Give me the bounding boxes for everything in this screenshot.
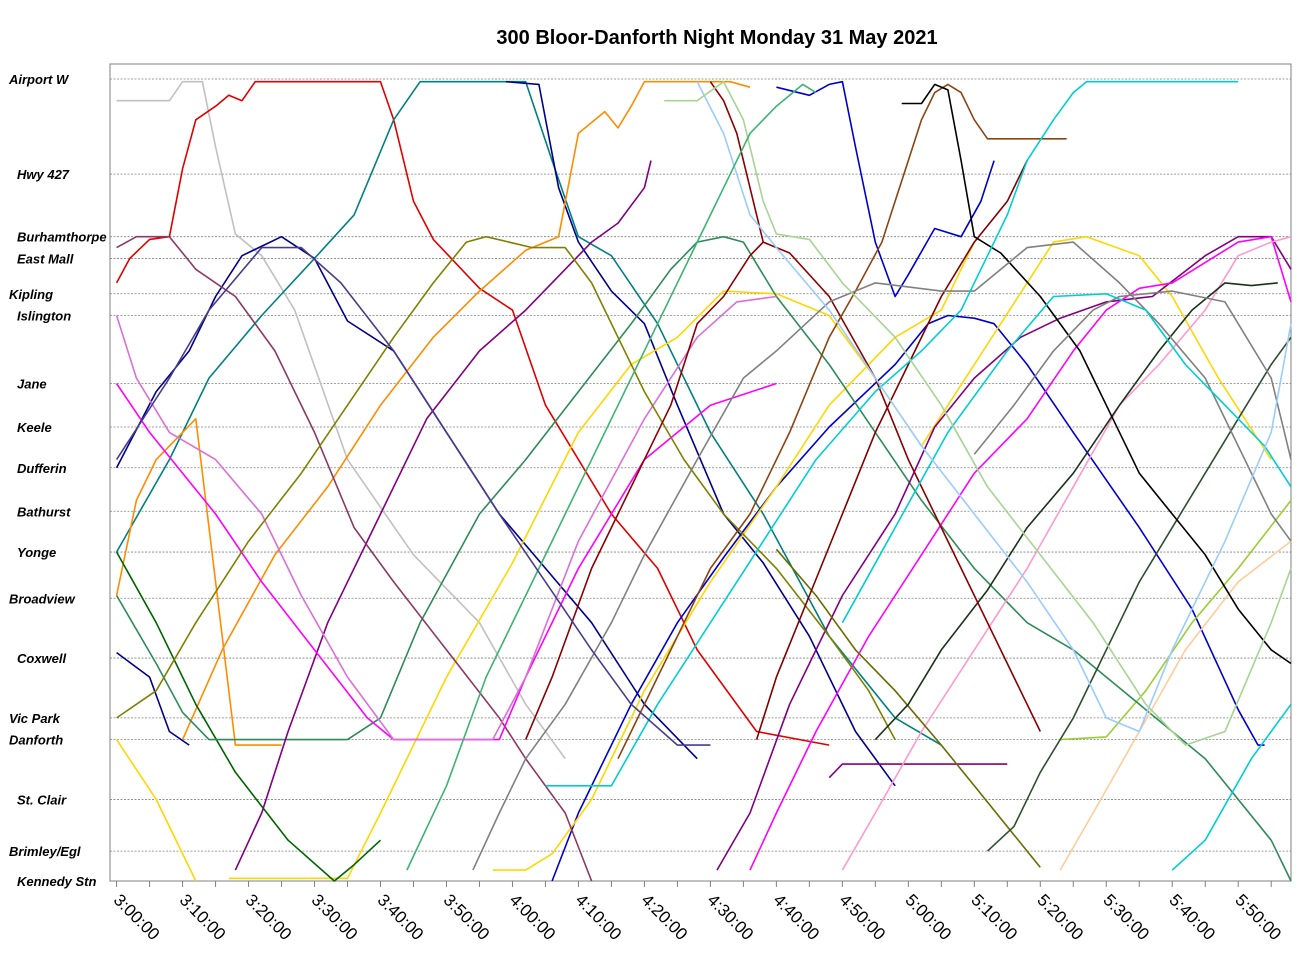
trip-line-34: [901, 83, 1292, 665]
stop-label-dufferin: Dufferin: [17, 461, 67, 476]
trip-line-32: [755, 160, 1028, 740]
x-tick-label: 5:20:00: [1033, 890, 1087, 944]
trip-line-4: [116, 651, 190, 746]
x-tick-label: 5:40:00: [1165, 890, 1219, 944]
trip-line-36: [973, 290, 1292, 460]
stop-label-bathurst: Bathurst: [17, 504, 71, 519]
x-tick-label: 5:50:00: [1231, 890, 1285, 944]
trip-line-41: [664, 80, 1292, 746]
trip-line-23: [115, 295, 777, 741]
trip-line-14: [1060, 499, 1292, 741]
trip-line-40: [696, 81, 1292, 733]
stop-label-coxwell: Coxwell: [17, 651, 67, 666]
stop-label-vic-park: Vic Park: [9, 711, 61, 726]
stop-labels: Airport W Hwy 427 Burhamthorpe East Mall Kip…: [8, 72, 107, 889]
trip-line-18: [716, 235, 1292, 871]
x-tick-label: 3:20:00: [242, 890, 296, 944]
time-ticks: 3:00:00 3:10:00 3:20:00 3:30:00 3:40:00 3:50:…: [110, 881, 1285, 944]
trip-line-31: [524, 241, 764, 740]
x-tick-label: 4:00:00: [506, 890, 560, 944]
stop-label-broadview: Broadview: [9, 591, 76, 606]
trip-line-9: [115, 417, 282, 746]
stop-label-brimley-egl: Brimley/Egl: [9, 844, 81, 859]
trip-line-12: [228, 235, 1272, 880]
trip-line-39: [1171, 703, 1292, 871]
stop-label-kipling: Kipling: [9, 287, 53, 302]
trip-line-25: [1059, 540, 1292, 871]
trip-line-2: [115, 80, 830, 746]
trip-line-21: [115, 382, 777, 741]
x-tick-label: 3:30:00: [308, 890, 362, 944]
trip-lines: [115, 80, 1292, 882]
stop-label-east-mall: East Mall: [17, 251, 74, 266]
x-tick-label: 4:40:00: [770, 890, 824, 944]
stop-label-kennedy-stn: Kennedy Stn: [17, 874, 97, 889]
trip-line-15: [115, 551, 382, 882]
trip-line-29: [874, 282, 1278, 741]
stop-label-burhamthorpe: Burhamthorpe: [17, 230, 107, 245]
trip-line-28: [986, 336, 1292, 852]
x-tick-label: 3:00:00: [110, 890, 164, 944]
trip-line-20: [116, 235, 593, 882]
stop-label-danforth: Danforth: [9, 733, 63, 748]
stop-label-jane: Jane: [17, 376, 47, 391]
x-tick-label: 4:50:00: [836, 890, 890, 944]
stop-label-yonge: Yonge: [17, 545, 56, 560]
stop-label-st-clair: St. Clair: [17, 792, 67, 807]
x-tick-label: 3:50:00: [440, 890, 494, 944]
trip-line-24: [841, 235, 1292, 871]
trip-line-16: [115, 235, 1292, 882]
x-tick-label: 5:10:00: [967, 890, 1021, 944]
trip-line-26: [116, 235, 896, 740]
stop-label-islington: Islington: [17, 309, 71, 324]
trip-line-10: [181, 80, 751, 740]
trip-line-11: [115, 739, 197, 882]
plot-area-border: [109, 63, 1292, 882]
trip-line-27: [775, 548, 1041, 868]
trip-line-19: [828, 763, 1008, 779]
trip-line-22: [749, 235, 1292, 871]
trip-line-35: [472, 241, 1292, 871]
trip-line-8: [776, 80, 995, 298]
trip-line-17: [234, 160, 652, 871]
trip-line-5: [505, 80, 896, 787]
trip-line-38: [841, 292, 1292, 624]
x-tick-label: 5:30:00: [1099, 890, 1153, 944]
trip-line-3: [115, 80, 942, 746]
x-tick-label: 4:20:00: [638, 890, 692, 944]
trip-line-33: [617, 83, 1067, 760]
trip-line-6: [115, 235, 698, 760]
trip-line-42: [406, 83, 817, 871]
x-tick-label: 4:10:00: [572, 890, 626, 944]
stop-gridlines: [110, 78, 1291, 882]
stop-label-keele: Keele: [17, 420, 52, 435]
stop-label-hwy-427: Hwy 427: [17, 167, 70, 182]
chart-title: 300 Bloor-Danforth Night Monday 31 May 2…: [496, 27, 937, 49]
trip-line-30: [709, 81, 1042, 732]
trip-line-13: [492, 241, 976, 871]
trip-line-1: [116, 80, 566, 760]
trip-line-43: [115, 246, 711, 746]
x-tick-label: 3:40:00: [374, 890, 428, 944]
x-tick-label: 5:00:00: [902, 890, 956, 944]
x-tick-label: 3:10:00: [176, 890, 230, 944]
stop-label-airport-w: Airport W: [8, 72, 70, 87]
x-tick-label: 4:30:00: [704, 890, 758, 944]
trip-line-37: [545, 80, 1239, 787]
